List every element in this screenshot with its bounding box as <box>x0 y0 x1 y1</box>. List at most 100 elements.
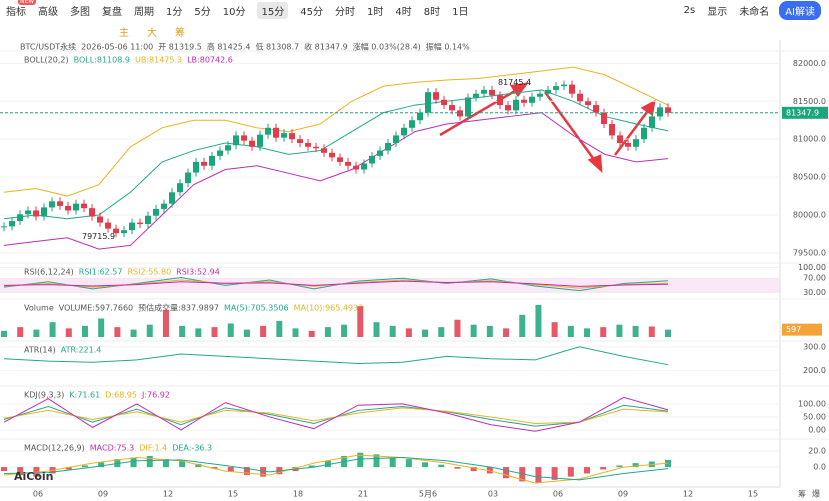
candle <box>265 127 271 135</box>
corner-button[interactable]: 爆 <box>812 489 820 499</box>
histogram-bar <box>405 459 412 468</box>
undefined: ATR:221.4 <box>61 346 102 355</box>
candle <box>281 133 287 138</box>
candle <box>369 155 375 164</box>
ai-button[interactable]: AI解读 <box>779 0 821 20</box>
period-button[interactable]: 1时 <box>366 6 384 18</box>
histogram-bar <box>389 325 396 337</box>
candle <box>625 142 631 147</box>
histogram-bar <box>227 323 234 337</box>
x-tick-label: 06 <box>553 490 563 499</box>
histogram-bar <box>503 467 510 479</box>
candle <box>73 203 79 211</box>
x-tick-label: 5月6 <box>419 490 437 499</box>
candle <box>129 222 135 231</box>
histogram-bar <box>17 327 24 337</box>
x-tick-label: 15 <box>748 490 758 499</box>
x-tick-label: 18 <box>293 490 303 499</box>
period-button[interactable]: 10分 <box>222 6 246 18</box>
candle <box>417 112 423 121</box>
toolbar-button[interactable]: 2s <box>683 4 696 16</box>
histogram-bar <box>616 465 623 468</box>
y-tick-label: 50.00 <box>803 412 826 421</box>
undefined: RSI(6,12,24) <box>24 268 74 277</box>
period-button[interactable]: 1日 <box>452 6 469 18</box>
last-volume: 597 <box>786 325 801 334</box>
candle <box>185 172 191 184</box>
histogram-bar <box>162 459 169 468</box>
undefined: 开 81319.5 <box>158 43 202 52</box>
candle <box>257 134 263 147</box>
candle <box>161 203 167 209</box>
undefined: K:71.61 <box>69 391 100 400</box>
histogram-bar <box>195 328 202 337</box>
histogram-bar <box>324 460 331 468</box>
histogram-bar <box>114 327 121 337</box>
undefined: 预估成交量:837.9897 <box>138 303 219 313</box>
indicator-line <box>3 457 669 481</box>
candle <box>65 205 71 211</box>
period-button[interactable]: 8时 <box>423 6 441 18</box>
histogram-bar <box>308 330 315 337</box>
undefined: 涨幅 0.03%(28.4) <box>353 42 421 52</box>
histogram-bar <box>438 327 445 337</box>
period-button[interactable]: 15分 <box>257 1 289 19</box>
candle <box>465 97 471 117</box>
candle <box>585 101 591 106</box>
histogram-bar <box>130 457 137 468</box>
sub-toolbar-button[interactable]: 筹 <box>175 27 185 39</box>
period-button[interactable]: 1分 <box>166 6 183 18</box>
corner-button[interactable]: 筹 <box>798 489 806 499</box>
y-tick-label: 79500.0 <box>793 248 826 257</box>
toolbar-button[interactable]: 显示 <box>707 6 728 18</box>
undefined: BOLL(20,2) <box>24 56 69 65</box>
histogram-bar <box>211 327 218 337</box>
histogram-bar <box>276 320 283 337</box>
toolbar-button[interactable]: 指标 <box>6 6 26 18</box>
histogram-bar <box>211 467 218 469</box>
histogram-bar <box>470 467 477 472</box>
undefined: RSI3:52.94 <box>176 268 220 277</box>
candle <box>577 93 583 102</box>
toolbar-button[interactable]: 周期 <box>134 6 154 18</box>
x-tick-label: 09 <box>618 490 628 499</box>
toolbar-button[interactable]: 多图 <box>70 6 90 18</box>
toolbar-button[interactable]: 复盘 <box>102 6 122 18</box>
candle <box>553 86 559 90</box>
candle <box>337 157 343 162</box>
sub-toolbar-button[interactable]: 主 <box>119 27 129 39</box>
undefined: J:76.92 <box>141 391 170 400</box>
histogram-bar <box>535 304 542 337</box>
histogram-bar <box>1 330 7 337</box>
period-button[interactable]: 分时 <box>334 6 355 18</box>
undefined: 2026-05-06 11:00 <box>81 43 153 52</box>
period-button[interactable]: 45分 <box>300 6 323 18</box>
candle <box>33 210 39 217</box>
candle <box>481 89 487 94</box>
candle <box>297 139 303 143</box>
x-tick-label: 21 <box>358 490 368 499</box>
period-button[interactable]: 5分 <box>194 6 211 18</box>
candle <box>241 135 247 141</box>
y-tick-label: 80500.0 <box>793 173 826 182</box>
y-tick-label: 0.00 <box>808 425 826 434</box>
period-button[interactable]: 4时 <box>395 6 412 18</box>
histogram-bar <box>243 467 250 476</box>
undefined: KDJ(9,3,3) <box>24 391 64 400</box>
candle <box>121 230 127 234</box>
candle <box>449 105 455 111</box>
undefined: Volume <box>24 304 54 313</box>
candle <box>633 139 639 147</box>
histogram-bar <box>422 329 429 337</box>
candle <box>193 161 199 173</box>
new-badge: NEW <box>18 0 37 5</box>
candle <box>537 93 543 97</box>
candle <box>153 208 159 216</box>
toolbar-button[interactable]: 高级 <box>38 6 58 18</box>
histogram-bar <box>616 324 623 337</box>
toolbar-button[interactable]: 未命名 <box>739 6 770 18</box>
candle <box>649 116 655 128</box>
sub-toolbar-button[interactable]: 大 <box>147 27 157 39</box>
histogram-bar <box>632 325 639 337</box>
